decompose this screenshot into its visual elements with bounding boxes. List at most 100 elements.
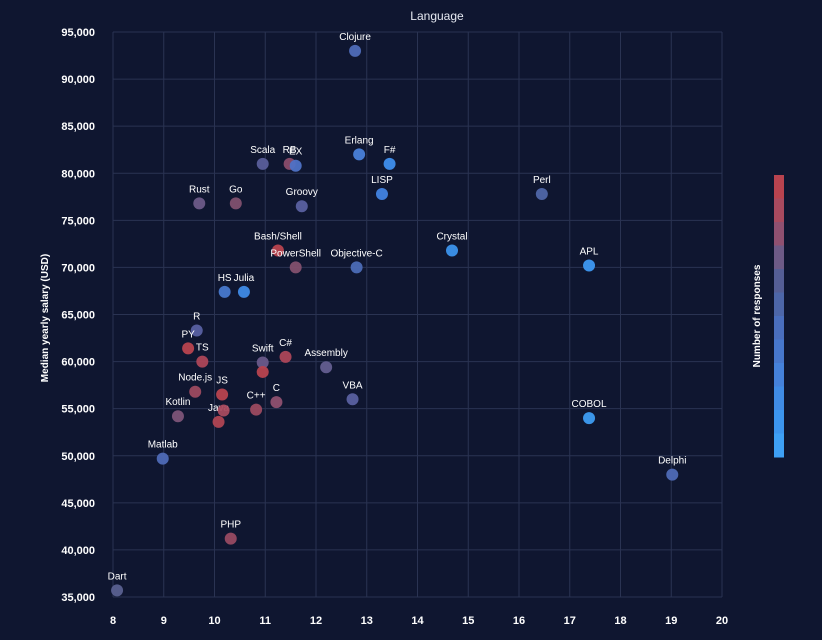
scatter-point [279, 350, 292, 363]
scatter-point [289, 159, 302, 172]
scatter-point [193, 197, 206, 210]
scatter-point [212, 415, 225, 428]
point-label: Bash/Shell [254, 231, 302, 242]
x-tick-label: 20 [716, 615, 728, 627]
scatter-point [295, 200, 308, 213]
x-tick-label: 11 [259, 615, 271, 627]
point-label: HS [218, 273, 232, 284]
scatter-point [224, 532, 237, 545]
x-tick-label: 13 [361, 615, 373, 627]
point-label: Perl [533, 175, 551, 186]
point-label: Groovy [286, 187, 318, 198]
point-label: Dart [108, 571, 127, 582]
scatter-point [196, 355, 209, 368]
scatter-point [256, 365, 269, 378]
point-label: RB [283, 145, 297, 156]
grid [112, 31, 723, 598]
colorbar-segment [774, 363, 784, 387]
scatter-point [375, 187, 388, 200]
colorbar-segment [774, 386, 784, 411]
colorbar-segment [774, 269, 784, 293]
point-label: Assembly [304, 348, 347, 359]
colorbar-segment [774, 339, 784, 364]
y-tick-label: 35,000 [61, 592, 95, 604]
scatter-point [350, 261, 363, 274]
x-tick-label: 18 [614, 615, 626, 627]
colorbar-segment [774, 292, 784, 317]
scatter-point [271, 244, 284, 257]
scatter-point [256, 356, 269, 369]
x-tick-label: 12 [310, 615, 322, 627]
scatter-point [535, 187, 548, 200]
point-label: PY [181, 329, 195, 340]
scatter-point [446, 244, 459, 257]
point-label: PHP [220, 520, 241, 531]
scatter-point [182, 342, 195, 355]
y-tick-label: 60,000 [61, 357, 95, 369]
y-tick-label: 55,000 [61, 404, 95, 416]
point-label: PowerShell [270, 248, 321, 259]
y-tick-label: 45,000 [61, 498, 95, 510]
point-label: R [193, 312, 200, 323]
point-label: Crystal [436, 231, 467, 242]
scatter-point [189, 385, 202, 398]
y-tick-label: 95,000 [61, 27, 95, 39]
colorbar-segment [774, 433, 784, 458]
x-tick-label: 8 [110, 615, 116, 627]
scatter-point [156, 452, 169, 465]
point-label: Erlang [345, 135, 374, 146]
scatter-point [111, 584, 124, 597]
point-label: Node.js [178, 373, 212, 384]
colorbar-segment [774, 175, 784, 199]
point-label: Go [229, 184, 243, 195]
scatter-point [218, 285, 231, 298]
scatter-point [270, 396, 283, 409]
x-tick-label: 10 [208, 615, 220, 627]
y-tick-label: 70,000 [61, 262, 95, 274]
y-tick-label: 90,000 [61, 74, 95, 86]
point-label: F# [384, 145, 396, 156]
colorbar-segment [774, 222, 784, 246]
scatter-point [190, 324, 203, 337]
chart-title: Language [410, 9, 464, 23]
point-label: C [273, 383, 280, 394]
colorbar-segment [774, 245, 784, 270]
colorbar-segment [774, 198, 784, 223]
scatter-point [250, 403, 263, 416]
point-label: Scala [250, 145, 275, 156]
point-label: COBOL [572, 399, 607, 410]
scatter-point [216, 388, 229, 401]
scatter-point [353, 148, 366, 161]
point-label: Objective-C [330, 248, 382, 259]
x-tick-label: 16 [513, 615, 525, 627]
colorbar: Number of responses [752, 175, 784, 458]
point-label: EX [289, 147, 303, 158]
x-tick-label: 14 [411, 615, 424, 627]
y-tick-label: 40,000 [61, 545, 95, 557]
x-tick-label: 9 [161, 615, 167, 627]
point-label: C# [279, 338, 292, 349]
scatter-point [229, 197, 242, 210]
point-label: VBA [343, 380, 363, 391]
point-label: Julia [234, 273, 255, 284]
scatter-point [583, 412, 596, 425]
colorbar-segment [774, 316, 784, 340]
x-tick-label: 17 [564, 615, 576, 627]
colorbar-label: Number of responses [752, 264, 763, 367]
point-label: JS [216, 376, 228, 387]
scatter-point [349, 44, 362, 57]
point-label: C++ [247, 391, 266, 402]
point-label: Matlab [148, 440, 178, 451]
point-label: Kotlin [165, 397, 190, 408]
point-label: APL [580, 247, 599, 258]
point-label: Clojure [339, 32, 371, 43]
scatter-point [320, 361, 333, 374]
y-axis-label: Median yearly salary (USD) [40, 254, 51, 382]
scatter-point [217, 404, 230, 417]
x-tick-label: 19 [665, 615, 677, 627]
point-label: Rust [189, 184, 210, 195]
scatter-point [171, 410, 184, 423]
